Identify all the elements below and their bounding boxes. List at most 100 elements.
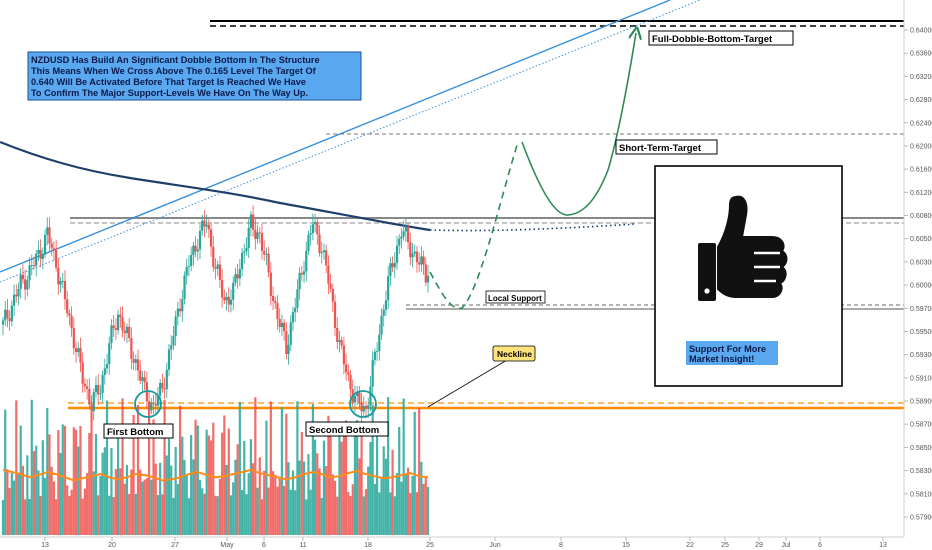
volume-bar [409,493,412,535]
candle-body [167,349,171,370]
volume-bar [338,433,341,535]
info-box [27,51,362,101]
volume-bar [245,494,248,535]
candle-body [375,351,379,353]
candle-body [112,325,115,329]
volume-bar [55,499,58,535]
candle-body [10,305,13,322]
candle-body [271,296,275,301]
candle-body [420,256,423,265]
volume-bar [389,492,392,535]
volume-bar [97,495,100,535]
candle-body [207,224,210,230]
candle-body [43,234,47,255]
candle-body [103,368,106,376]
candle-body [309,233,312,235]
volume-bar [139,469,142,535]
candle-body [305,250,308,272]
candle-body [426,275,430,283]
volume-bar [316,453,319,535]
candle-body [41,254,44,259]
projection-leg-2 [521,33,636,216]
candle-body [300,272,303,275]
candle-body [66,299,69,314]
candle-body [406,226,410,243]
volume-bar [289,489,292,535]
candle-body [81,362,84,384]
volume-bar [178,405,182,535]
local-support-label-box [485,290,546,304]
volume-bar [214,495,217,535]
volume-bar [150,479,153,535]
candle-body [283,322,286,332]
volume-bar [349,496,352,535]
volume-bar [88,433,91,535]
volume-bar [32,451,36,535]
candle-body [150,402,153,411]
x-tick-label: 25 [721,542,729,549]
volume-bar [4,409,7,535]
second-bottom-marker [349,390,377,418]
volume-bar [207,435,210,535]
volume-bar [393,496,396,535]
candle-body [263,250,266,255]
candle-body [418,262,421,265]
candle-body [227,296,230,305]
candle-body [128,326,131,338]
volume-bar [413,411,416,535]
volume-bar [364,489,368,535]
volume-bar [402,398,405,535]
candle-body [12,294,16,306]
volume-bar [130,469,133,535]
candle-body [79,347,82,363]
volume-bar [190,434,193,535]
candle-body [393,262,396,268]
volume-bar [201,488,204,535]
candle-body [387,276,390,301]
candle-body [333,301,337,328]
volume-bar [256,487,259,535]
candle-body [356,392,359,396]
volume-bar [249,439,253,535]
candle-body [212,246,215,268]
candle-body [141,377,144,381]
candle-body [256,232,259,239]
candle-body [400,236,403,239]
candle-body [39,249,42,259]
candle-body [32,265,36,267]
volume-bar [280,407,284,535]
candle-body [291,312,295,323]
candle-body [252,214,255,230]
candle-body [234,274,237,283]
volume-bar [30,399,33,535]
candle-body [274,300,277,304]
candle-body [398,238,401,246]
volume-bar [163,400,166,535]
x-tick-label: Jun [489,542,500,549]
candle-body [369,386,372,406]
x-tick-label: Jul [782,542,791,549]
volume-bar [400,481,403,535]
volume-bar [128,493,131,535]
candle-body [280,322,284,327]
candle-body [382,309,385,316]
candle-body [320,252,323,254]
volume-bar [322,440,326,535]
candle-body [413,251,416,254]
x-tick-label: May [220,542,234,549]
support-text-line-1: Support For More [689,344,766,354]
candle-body [327,265,330,284]
volume-bar [307,454,310,535]
info-line-1: NZDUSD Has Build An Significant Dobble B… [31,55,320,65]
candle-body [97,385,100,395]
volume-bar [309,489,312,535]
candle-body [349,374,352,390]
volume-bar [236,444,239,535]
volume-bar [103,447,106,535]
volume-bar [159,462,162,535]
candle-body [59,281,62,285]
